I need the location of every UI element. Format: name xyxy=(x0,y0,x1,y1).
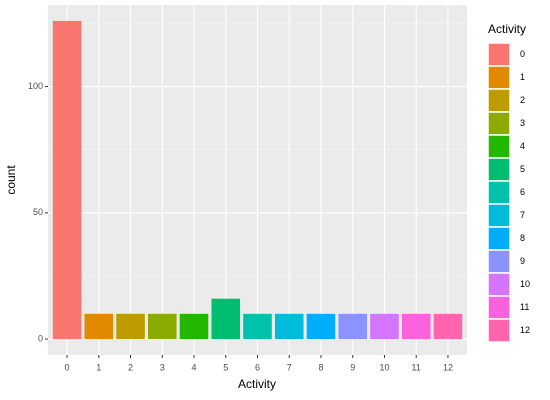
bar xyxy=(306,313,336,340)
legend-key xyxy=(487,272,511,297)
x-tick-label: 6 xyxy=(255,362,260,372)
legend-key xyxy=(487,42,511,67)
legend-label: 12 xyxy=(520,325,530,335)
y-tick-label: 50 xyxy=(33,207,43,217)
x-tick-label: 11 xyxy=(412,362,421,372)
bar xyxy=(274,313,304,340)
legend-label: 4 xyxy=(520,141,525,151)
grid xyxy=(48,5,467,355)
legend-key xyxy=(487,88,511,113)
legend-label: 2 xyxy=(520,95,525,105)
legend-key xyxy=(487,65,511,90)
legend-key xyxy=(487,249,511,274)
legend-title: Activity xyxy=(488,22,526,36)
legend-label: 1 xyxy=(520,72,525,82)
bar xyxy=(401,313,431,340)
bar xyxy=(84,313,114,340)
legend-key xyxy=(487,226,511,251)
bar xyxy=(370,313,399,340)
legend-key xyxy=(487,111,511,136)
legend-label: 0 xyxy=(520,49,525,59)
x-tick-label: 1 xyxy=(96,362,101,372)
bar xyxy=(433,313,463,340)
x-tick-label: 4 xyxy=(192,362,197,372)
y-tick-label: 0 xyxy=(38,333,43,343)
x-tick-label: 10 xyxy=(379,362,389,372)
bar xyxy=(147,313,177,340)
legend-key xyxy=(487,318,511,343)
legend-label: 6 xyxy=(520,187,525,197)
legend-key xyxy=(487,203,511,228)
x-tick-label: 7 xyxy=(287,362,292,372)
y-tick-label: 100 xyxy=(28,81,43,91)
x-tick-label: 5 xyxy=(223,362,228,372)
x-axis-title: Activity xyxy=(238,377,276,391)
y-axis-title: count xyxy=(4,165,18,195)
legend-label: 10 xyxy=(520,279,530,289)
legend-key xyxy=(487,295,511,320)
legend-key xyxy=(487,157,511,182)
legend-label: 3 xyxy=(520,118,525,128)
bars xyxy=(52,20,463,340)
x-tick-label: 0 xyxy=(65,362,70,372)
legend-label: 8 xyxy=(520,233,525,243)
bar xyxy=(179,313,209,340)
legend-key xyxy=(487,180,511,205)
x-tick-label: 3 xyxy=(160,362,165,372)
legend-key xyxy=(487,134,511,159)
bar xyxy=(116,313,145,340)
bar xyxy=(211,298,241,340)
bar xyxy=(243,313,272,340)
x-tick-label: 9 xyxy=(350,362,355,372)
x-tick-label: 12 xyxy=(443,362,453,372)
legend-label: 11 xyxy=(520,302,529,312)
x-tick-label: 2 xyxy=(128,362,133,372)
bar xyxy=(52,20,82,340)
legend-label: 7 xyxy=(520,210,525,220)
x-tick-label: 8 xyxy=(318,362,323,372)
bar xyxy=(338,313,368,340)
legend-label: 5 xyxy=(520,164,525,174)
legend-label: 9 xyxy=(520,256,525,266)
